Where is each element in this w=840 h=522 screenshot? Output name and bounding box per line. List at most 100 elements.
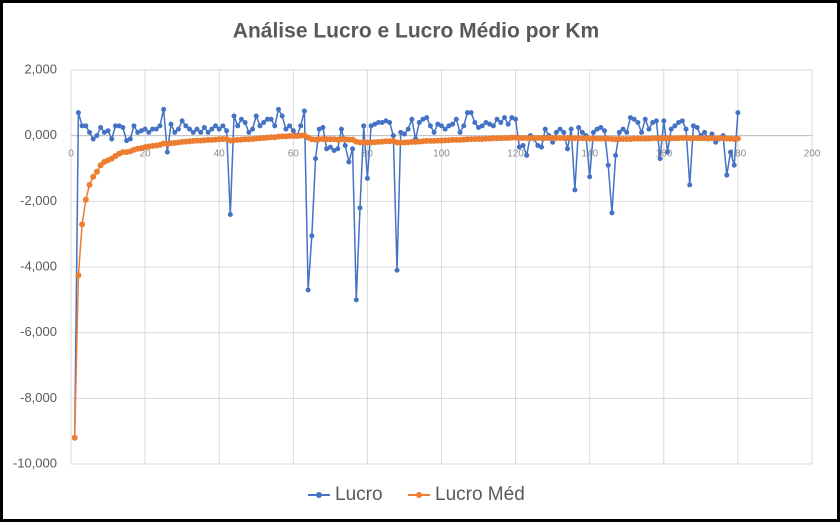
data-point — [490, 123, 496, 129]
x-tick-label: 140 — [581, 148, 598, 159]
data-point — [616, 129, 622, 135]
data-point — [513, 116, 519, 122]
data-point — [665, 149, 671, 155]
data-point — [394, 267, 400, 273]
data-point — [246, 129, 252, 135]
data-point — [120, 124, 126, 130]
data-point — [320, 124, 326, 130]
data-point — [216, 126, 222, 132]
data-point — [235, 123, 241, 129]
data-point — [401, 131, 407, 137]
data-point — [257, 123, 263, 129]
data-point — [190, 129, 196, 135]
data-point — [464, 110, 470, 116]
data-point — [335, 146, 341, 152]
x-tick-label: 20 — [140, 148, 152, 159]
data-point — [131, 123, 137, 129]
data-point — [613, 152, 619, 158]
data-point — [409, 116, 415, 122]
data-point — [620, 126, 626, 132]
y-tick-label: -10,000 — [13, 455, 57, 470]
data-point — [727, 149, 733, 155]
data-point — [353, 297, 359, 303]
data-point — [82, 196, 89, 203]
data-point — [305, 287, 311, 293]
data-point — [731, 162, 737, 168]
y-tick-label: -2,000 — [20, 193, 57, 208]
data-point — [590, 129, 596, 135]
legend-marker — [316, 492, 322, 498]
data-point — [350, 146, 356, 152]
data-point — [631, 116, 637, 122]
y-tick-label: 0,000 — [24, 127, 57, 142]
data-point — [602, 128, 608, 134]
data-point — [702, 129, 708, 135]
x-tick-label: 120 — [507, 148, 524, 159]
data-point — [657, 156, 663, 162]
data-point — [220, 123, 226, 129]
data-point — [172, 129, 178, 135]
legend-marker — [416, 492, 422, 498]
data-point — [290, 128, 296, 134]
data-point — [168, 121, 174, 127]
data-point — [542, 126, 548, 132]
x-tick-label: 100 — [433, 148, 450, 159]
data-point — [424, 115, 430, 121]
data-point — [209, 126, 215, 132]
data-point — [520, 143, 526, 149]
data-point — [598, 124, 604, 130]
data-point — [127, 136, 133, 142]
data-point — [468, 110, 474, 116]
data-point — [734, 135, 741, 142]
data-point — [93, 168, 100, 175]
data-point — [479, 123, 485, 129]
data-point — [298, 123, 304, 129]
data-point — [250, 126, 256, 132]
data-point — [98, 124, 104, 130]
data-point — [142, 126, 148, 132]
data-point — [609, 210, 615, 216]
data-point — [635, 120, 641, 126]
data-point — [453, 116, 459, 122]
data-point — [75, 272, 82, 279]
data-point — [427, 123, 433, 129]
x-tick-label: 60 — [288, 148, 300, 159]
data-point — [194, 126, 200, 132]
data-point — [272, 123, 278, 129]
data-point — [550, 139, 556, 145]
data-point — [183, 123, 189, 129]
data-point — [561, 129, 567, 135]
data-point — [79, 221, 86, 228]
data-point — [668, 126, 674, 132]
data-point — [524, 152, 530, 158]
data-point — [605, 162, 611, 168]
data-point — [494, 116, 500, 122]
data-point — [498, 120, 504, 126]
data-point — [253, 113, 259, 119]
data-point — [672, 123, 678, 129]
data-point — [679, 118, 685, 124]
data-point — [405, 126, 411, 132]
data-point — [287, 123, 293, 129]
legend-label: Lucro Méd — [435, 484, 525, 505]
data-point — [86, 181, 93, 188]
data-point — [364, 175, 370, 181]
data-point — [439, 123, 444, 129]
data-point — [83, 123, 89, 129]
data-point — [261, 120, 267, 126]
data-point — [227, 211, 233, 217]
data-point — [71, 434, 78, 441]
data-point — [164, 149, 170, 155]
data-point — [275, 106, 281, 112]
data-point — [390, 133, 396, 139]
chart-title: Análise Lucro e Lucro Médio por Km — [233, 20, 599, 43]
legend-label: Lucro — [335, 484, 383, 505]
data-point — [268, 116, 274, 122]
data-point — [153, 126, 159, 132]
data-point — [301, 108, 307, 114]
data-point — [539, 144, 545, 150]
data-point — [457, 129, 463, 135]
data-point — [205, 129, 211, 135]
data-point — [564, 146, 570, 152]
